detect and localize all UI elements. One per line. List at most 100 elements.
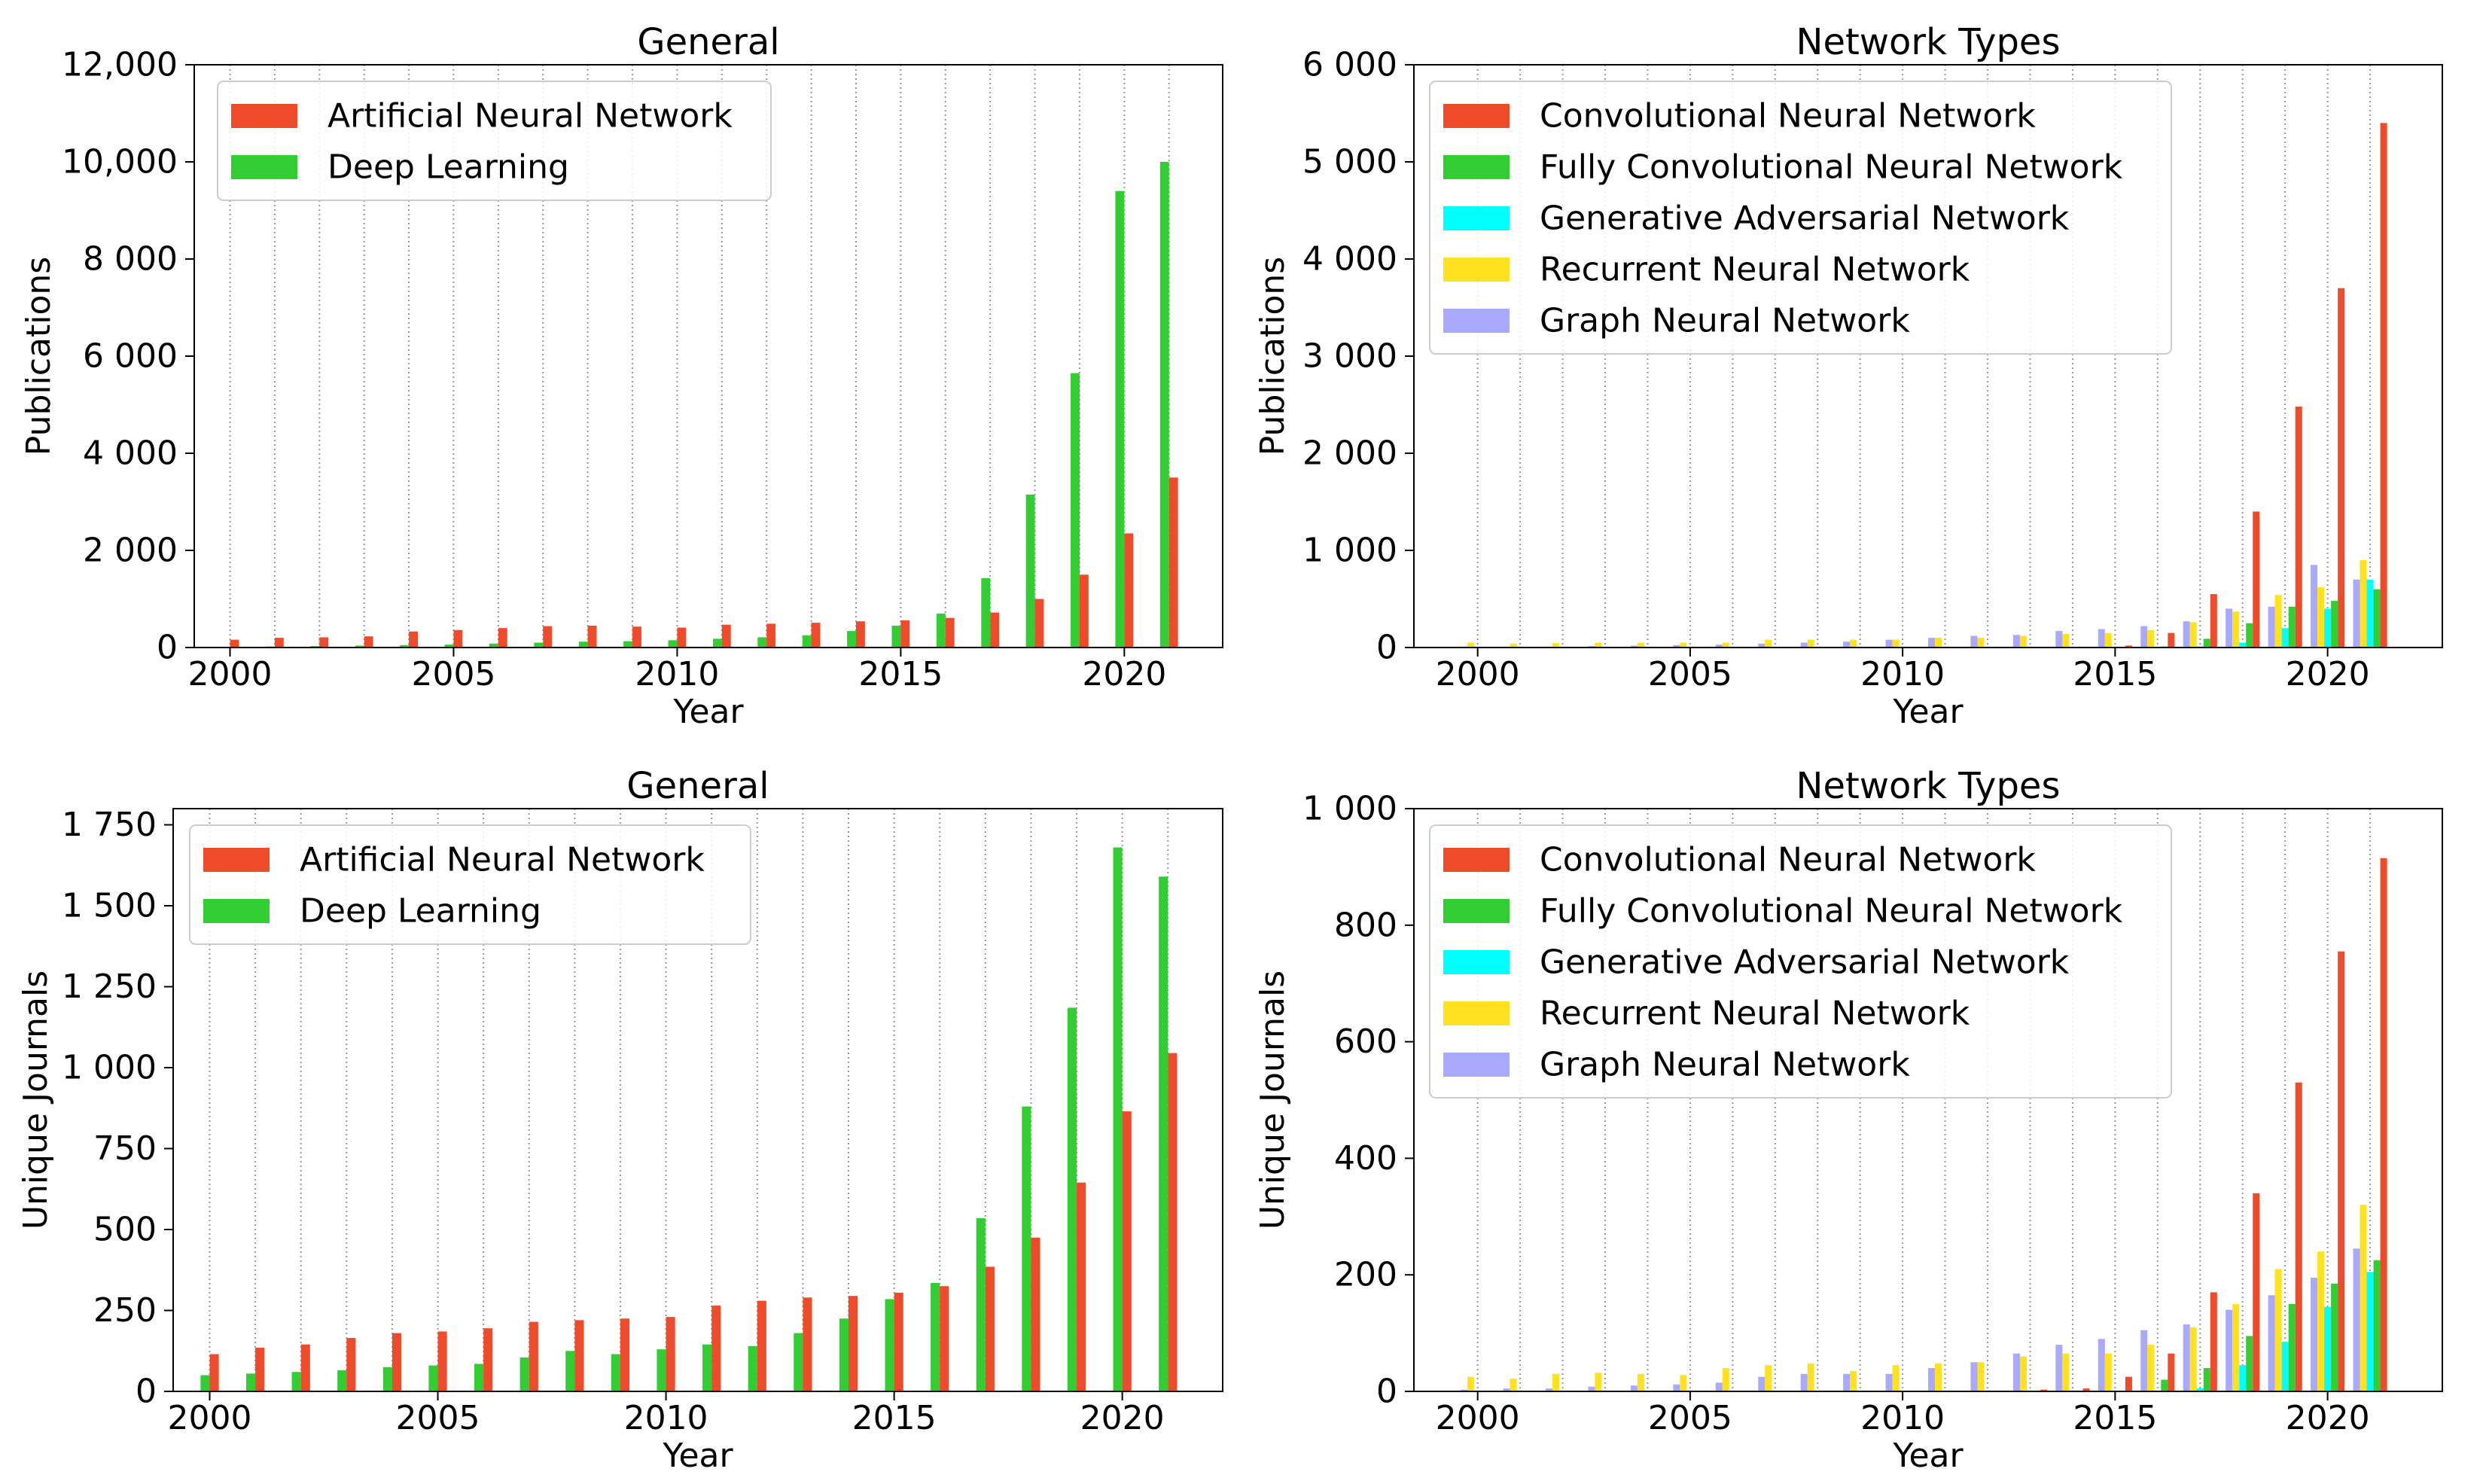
bar-graph-neural-network-2014 <box>2055 1345 2063 1391</box>
bar-recurrent-neural-network-2020 <box>2317 1251 2325 1391</box>
y-tick-label: 10,000 <box>62 143 178 181</box>
bar-deep-learning-2013 <box>794 1333 803 1391</box>
bar-fully-convolutional-neural-network-2018 <box>2246 623 2253 648</box>
y-axis-label: Unique Journals <box>17 971 55 1230</box>
bar-deep-learning-2008 <box>578 641 588 648</box>
legend-swatch <box>1443 950 1510 974</box>
legend-label: Convolutional Neural Network <box>1540 97 2036 136</box>
bar-artificial-neural-network-2012 <box>766 623 776 648</box>
x-tick-label: 2010 <box>1860 655 1945 693</box>
bar-recurrent-neural-network-2016 <box>2147 629 2155 648</box>
bar-recurrent-neural-network-2014 <box>2062 1353 2070 1391</box>
bar-deep-learning-2004 <box>382 1367 392 1391</box>
y-tick-label: 1 750 <box>62 806 157 844</box>
bar-deep-learning-2005 <box>444 644 454 648</box>
x-tick-label: 2015 <box>2073 655 2157 693</box>
bar-artificial-neural-network-2018 <box>1031 1237 1040 1391</box>
bar-artificial-neural-network-2008 <box>587 625 597 648</box>
bar-graph-neural-network-2012 <box>1970 635 1978 648</box>
bar-convolutional-neural-network-2020 <box>2338 288 2345 648</box>
y-tick-label: 1 000 <box>62 1049 157 1087</box>
bar-convolutional-neural-network-2015 <box>2125 645 2132 648</box>
legend: Artificial Neural Network Deep Learning <box>189 824 751 945</box>
x-tick-label: 2005 <box>396 1399 480 1437</box>
chart-panel-2: 0 1 000 2 000 3 000 4 000 5 000 6 000 2000 2005 2… <box>1254 21 2443 731</box>
bar-deep-learning-2003 <box>337 1370 347 1391</box>
bar-graph-neural-network-2018 <box>2226 608 2233 648</box>
bar-artificial-neural-network-2014 <box>855 621 865 648</box>
bar-recurrent-neural-network-2004 <box>1637 1373 1644 1391</box>
bar-convolutional-neural-network-2021 <box>2380 858 2387 1391</box>
bar-recurrent-neural-network-2010 <box>1892 639 1900 648</box>
bar-recurrent-neural-network-2001 <box>1510 643 1517 648</box>
x-tick-label: 2015 <box>852 1399 937 1437</box>
bar-recurrent-neural-network-2000 <box>1467 642 1475 648</box>
legend-swatch <box>231 104 297 128</box>
bar-convolutional-neural-network-2019 <box>2295 1082 2302 1391</box>
bar-graph-neural-network-2012 <box>1970 1362 1978 1391</box>
bar-artificial-neural-network-2011 <box>711 1306 721 1391</box>
x-axis-label: Year <box>1892 1437 1964 1475</box>
bar-artificial-neural-network-2001 <box>255 1347 265 1391</box>
bar-convolutional-neural-network-2017 <box>2210 1292 2217 1391</box>
legend: Convolutional Neural Network Fully Convol… <box>1429 81 2172 355</box>
y-tick-label: 0 <box>1376 1373 1397 1411</box>
chart-title: Network Types <box>1796 21 2061 63</box>
y-tick-label: 1 250 <box>62 967 157 1006</box>
legend-label: Fully Convolutional Neural Network <box>1540 892 2123 931</box>
y-tick-label: 0 <box>157 629 178 667</box>
legend-swatch <box>1443 899 1510 923</box>
bar-fully-convolutional-neural-network-2019 <box>2288 1303 2296 1391</box>
bar-graph-neural-network-2003 <box>1588 1386 1595 1391</box>
bar-artificial-neural-network-2006 <box>498 628 507 648</box>
legend-box <box>1429 824 2172 1099</box>
bar-graph-neural-network-2013 <box>2012 1353 2020 1391</box>
y-tick-label: 500 <box>93 1211 157 1249</box>
x-tick-label: 2000 <box>1436 1399 1520 1437</box>
x-tick-label: 2000 <box>1436 655 1520 693</box>
x-axis-label: Year <box>1892 693 1964 731</box>
bar-recurrent-neural-network-2007 <box>1765 1365 1772 1391</box>
bar-fully-convolutional-neural-network-2020 <box>2331 1283 2338 1391</box>
bar-recurrent-neural-network-2017 <box>2189 1327 2197 1391</box>
bar-artificial-neural-network-2013 <box>811 623 821 648</box>
bar-graph-neural-network-2017 <box>2183 1324 2190 1391</box>
bar-fully-convolutional-neural-network-2016 <box>2161 1379 2168 1391</box>
x-axis-label: Year <box>672 693 744 731</box>
legend-box <box>189 824 751 945</box>
bar-recurrent-neural-network-2005 <box>1680 642 1687 648</box>
bar-graph-neural-network-2015 <box>2098 1339 2105 1391</box>
y-axis-label: Publications <box>20 257 58 456</box>
bar-deep-learning-2018 <box>1022 1106 1031 1391</box>
bar-deep-learning-2013 <box>802 635 812 648</box>
legend-label: Deep Learning <box>300 892 541 931</box>
x-tick-label: 2005 <box>411 655 495 693</box>
bar-artificial-neural-network-2016 <box>945 617 955 648</box>
bar-recurrent-neural-network-2009 <box>1850 1370 1857 1391</box>
bar-deep-learning-2001 <box>245 1373 256 1391</box>
bar-artificial-neural-network-2016 <box>940 1286 949 1391</box>
bar-graph-neural-network-2009 <box>1843 1373 1851 1391</box>
x-tick-label: 2020 <box>2286 655 2370 693</box>
bar-artificial-neural-network-2002 <box>300 1344 310 1391</box>
bar-artificial-neural-network-2008 <box>574 1320 584 1391</box>
bar-artificial-neural-network-2004 <box>391 1333 402 1391</box>
bar-artificial-neural-network-2002 <box>319 637 329 648</box>
chart-title: Network Types <box>1796 765 2061 807</box>
bar-artificial-neural-network-2020 <box>1124 533 1134 648</box>
bar-recurrent-neural-network-2018 <box>2232 1303 2240 1391</box>
bar-recurrent-neural-network-2016 <box>2147 1345 2155 1391</box>
bar-graph-neural-network-2014 <box>2055 631 2063 648</box>
bar-graph-neural-network-2007 <box>1758 1376 1766 1391</box>
bar-recurrent-neural-network-2012 <box>1977 638 1985 648</box>
bar-fully-convolutional-neural-network-2021 <box>2373 1260 2381 1391</box>
bar-convolutional-neural-network-2018 <box>2253 1193 2260 1391</box>
bar-convolutional-neural-network-2015 <box>2125 1376 2132 1391</box>
legend: Convolutional Neural Network Fully Convol… <box>1429 824 2172 1099</box>
y-tick-label: 6 000 <box>83 337 178 376</box>
y-axis-label: Publications <box>1254 257 1292 456</box>
legend-label: Deep Learning <box>328 148 569 187</box>
bar-deep-learning-2010 <box>668 640 678 648</box>
bar-recurrent-neural-network-2011 <box>1935 1363 1942 1391</box>
legend-label: Convolutional Neural Network <box>1540 841 2036 879</box>
